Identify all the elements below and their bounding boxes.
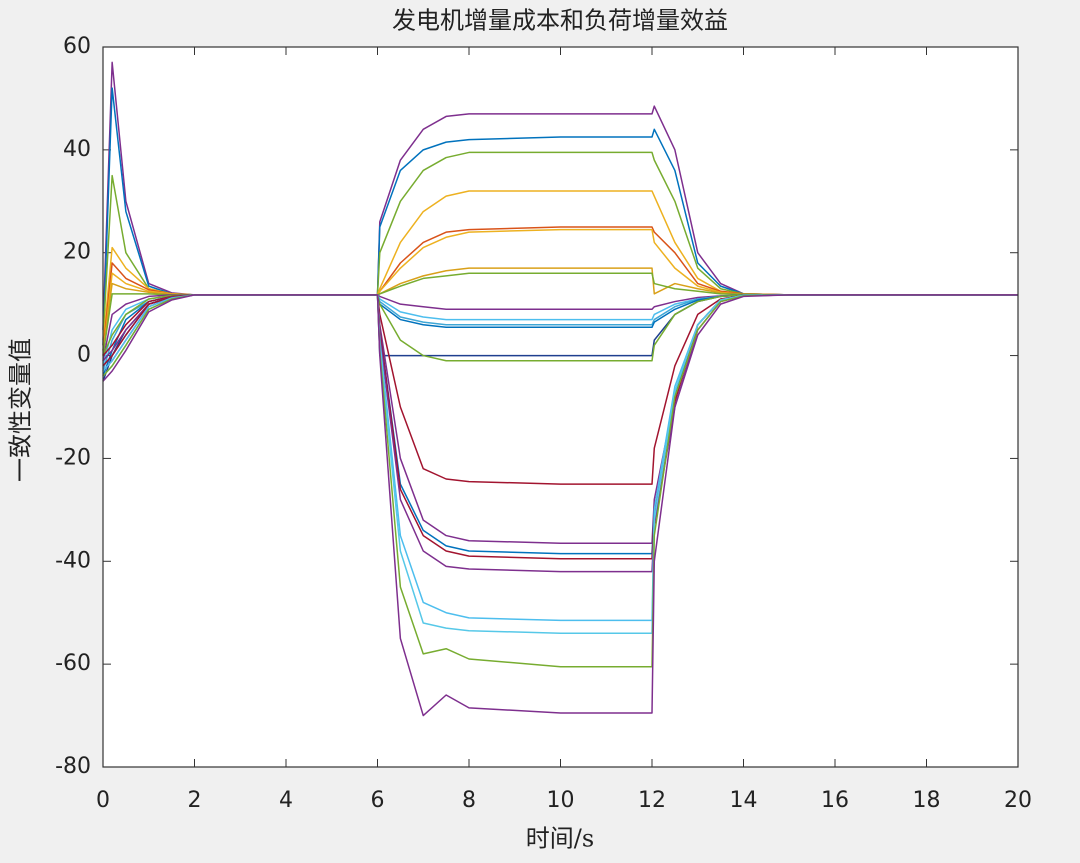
series-line: [102, 294, 1018, 717]
y-tick-label: 20: [63, 240, 91, 265]
x-tick-label: 4: [279, 788, 293, 813]
plot-area: [103, 47, 1018, 767]
x-tick-label: 16: [821, 788, 849, 813]
y-axis-label: 一致性变量值: [7, 338, 35, 482]
x-tick-label: 14: [730, 788, 758, 813]
series-line: [102, 294, 1018, 361]
series-line: [102, 272, 1018, 356]
x-axis-label: 时间/s: [526, 825, 594, 853]
series-line: [102, 228, 1018, 356]
series-line: [102, 294, 1018, 485]
series-line: [102, 226, 1018, 351]
x-tick-label: 10: [547, 788, 575, 813]
y-tick-label: -20: [55, 445, 91, 470]
x-tick-label: 6: [371, 788, 385, 813]
y-tick-label: -40: [55, 548, 91, 573]
chart-title: 发电机增量成本和负荷增量效益: [392, 7, 728, 35]
x-tick-label: 12: [638, 788, 666, 813]
x-tick-label: 8: [462, 788, 476, 813]
y-tick-label: 40: [63, 137, 91, 162]
y-tick-label: 60: [63, 34, 91, 59]
x-tick-label: 2: [188, 788, 202, 813]
series-line: [102, 87, 1018, 346]
x-tick-label: 0: [96, 788, 110, 813]
y-tick-label: -60: [55, 651, 91, 676]
x-tick-label: 20: [1004, 788, 1032, 813]
series-line: [102, 294, 1018, 362]
series-line: [102, 61, 1018, 330]
plot-frame: [102, 46, 1019, 768]
series-line: [102, 267, 1018, 351]
y-tick-label: -80: [55, 754, 91, 779]
y-tick-label: 0: [77, 343, 91, 368]
x-tick-label: 18: [913, 788, 941, 813]
series-line: [102, 294, 1018, 668]
